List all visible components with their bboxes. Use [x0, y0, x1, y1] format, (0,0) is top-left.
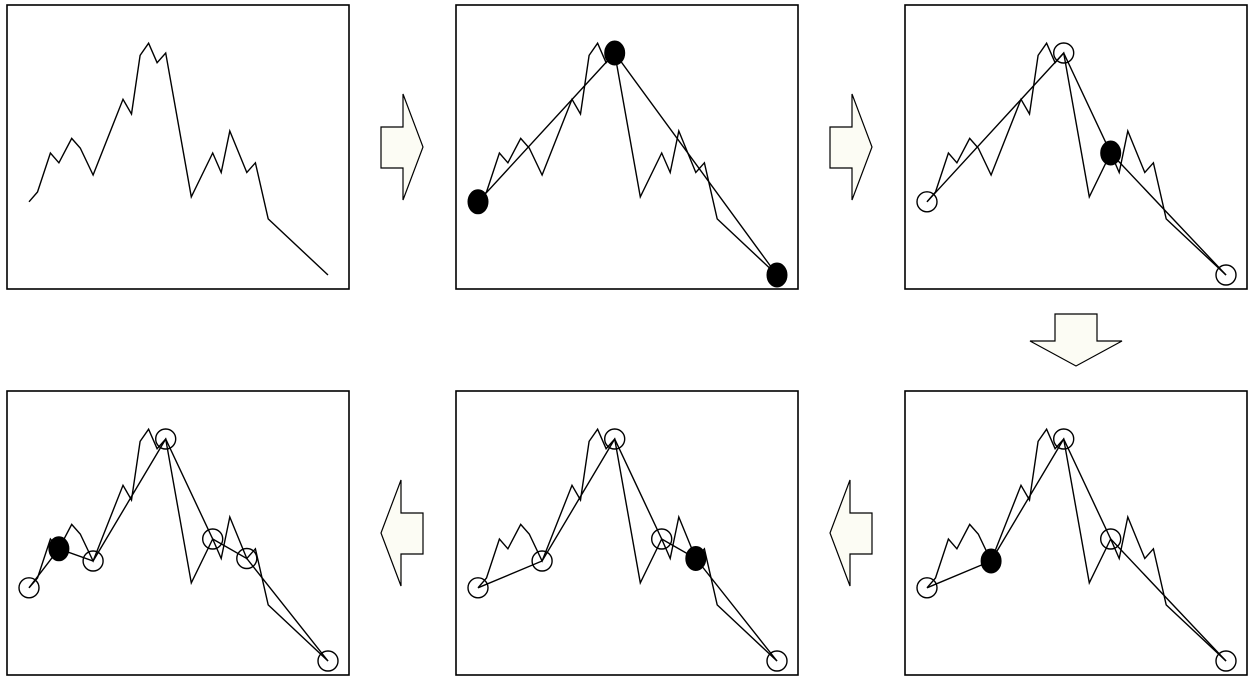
kept-point-open [1052, 428, 1075, 450]
arrow-down-3 [1029, 313, 1123, 367]
kept-point-open [1052, 42, 1075, 64]
selected-point-filled [685, 546, 707, 571]
selected-point-filled [48, 536, 70, 562]
kept-point-open [651, 528, 673, 550]
original-curve [477, 427, 778, 662]
kept-point-open [467, 577, 489, 599]
kept-point-open [604, 428, 626, 450]
panel-4 [904, 390, 1248, 676]
arrow-left-4 [829, 479, 873, 587]
original-curve [926, 41, 1227, 276]
panel-5 [455, 390, 799, 676]
kept-point-open [18, 577, 40, 599]
kept-point-open [154, 428, 177, 450]
kept-point-open [1215, 264, 1237, 286]
panel-frame [6, 390, 350, 676]
kept-point-open [317, 650, 339, 672]
kept-point-open [82, 550, 104, 572]
kept-point-open [916, 577, 938, 599]
arrow-left-5 [380, 479, 424, 587]
arrow-right-1 [380, 93, 424, 201]
kept-point-open [1099, 528, 1122, 550]
approximation-line [926, 437, 1227, 662]
selected-point-filled [1100, 140, 1122, 166]
kept-point-open [236, 547, 258, 570]
selected-point-filled [766, 262, 788, 288]
original-curve [926, 427, 1227, 662]
panel-3 [904, 4, 1248, 290]
approximation-line [926, 51, 1227, 276]
arrow-right-2 [829, 93, 873, 201]
original-curve [28, 41, 329, 276]
kept-point-open [531, 550, 553, 572]
original-curve [477, 41, 778, 276]
panels-group [6, 4, 1248, 676]
approximation-line [477, 437, 778, 662]
selected-point-filled [604, 40, 626, 66]
kept-point-open [916, 191, 938, 213]
kept-point-open [201, 528, 224, 550]
panel-2 [455, 4, 799, 290]
panel-1 [6, 4, 350, 290]
selected-point-filled [980, 548, 1002, 574]
selected-point-filled [467, 189, 489, 215]
arrows-group [380, 93, 1123, 587]
panel-6 [6, 390, 350, 676]
kept-point-open [766, 650, 788, 672]
kept-point-open [1215, 650, 1237, 672]
